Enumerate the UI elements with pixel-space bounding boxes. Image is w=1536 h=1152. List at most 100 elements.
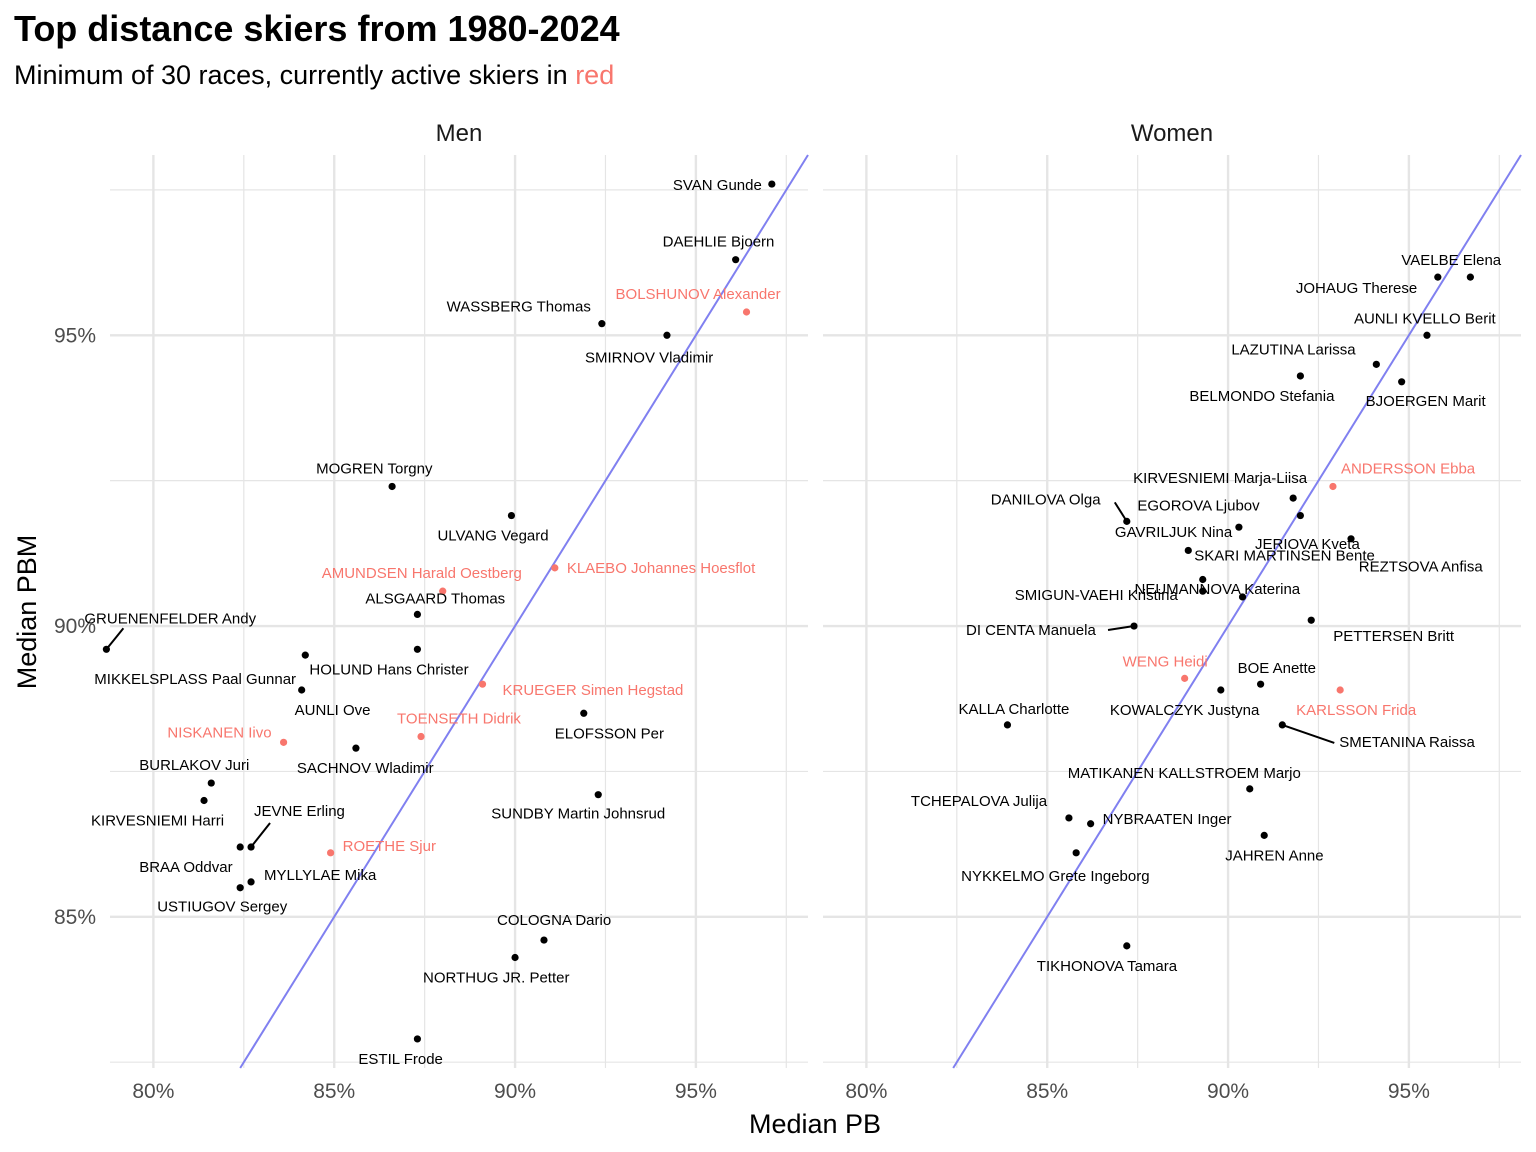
men-x-tick-label: 80% bbox=[132, 1080, 174, 1103]
label-jevne-erling: JEVNE Erling bbox=[254, 803, 345, 820]
point-vaelbe-elena bbox=[1466, 273, 1474, 281]
point-burlakov-juri bbox=[207, 779, 215, 787]
point-egorova-ljubov bbox=[1296, 511, 1304, 520]
label-toenseth-didrik: TOENSETH Didrik bbox=[397, 711, 521, 728]
y-axis-title: Median PBM bbox=[12, 535, 42, 690]
label-amundsen-harald-oestberg: AMUNDSEN Harald Oestberg bbox=[322, 565, 522, 582]
label-egorova-ljubov: EGOROVA Ljubov bbox=[1137, 498, 1260, 515]
women-x-tick-label: 90% bbox=[1207, 1080, 1249, 1103]
leader-line-smetanina-raissa bbox=[1281, 723, 1335, 744]
point-kowalczyk-justyna bbox=[1217, 686, 1225, 694]
women-x-tick-label: 95% bbox=[1388, 1080, 1430, 1103]
point-alsgaard-thomas bbox=[413, 610, 422, 619]
label-braa-oddvar: BRAA Oddvar bbox=[139, 859, 232, 876]
point-kirvesniemi-harri bbox=[200, 796, 208, 805]
leader-line-di-centa-manuela bbox=[1107, 625, 1135, 632]
label-lazutina-larissa: LAZUTINA Larissa bbox=[1231, 341, 1356, 358]
point-svan-gunde bbox=[768, 180, 776, 188]
label-sachnov-wladimir: SACHNOV Wladimir bbox=[297, 760, 434, 777]
label-karlsson-frida: KARLSSON Frida bbox=[1296, 702, 1417, 719]
point-gavriljuk-nina bbox=[1235, 523, 1243, 531]
leader-line-gruenenfelder-andy bbox=[105, 627, 125, 650]
point-bjoergen-marit bbox=[1398, 378, 1406, 386]
label-kalla-charlotte: KALLA Charlotte bbox=[958, 701, 1069, 718]
label-niskanen-iivo: NISKANEN Iivo bbox=[167, 724, 271, 741]
label-weng-heidi: WENG Heidi bbox=[1123, 653, 1208, 670]
point-nykkelmo-grete-ingeborg bbox=[1072, 849, 1080, 857]
label-sundby-martin-johnsrud: SUNDBY Martin Johnsrud bbox=[491, 806, 665, 823]
women-x-tick-label: 80% bbox=[845, 1080, 887, 1103]
label-jeriova-kveta: JERIOVA Kveta bbox=[1255, 536, 1360, 553]
point-smirnov-vladimir bbox=[663, 331, 671, 339]
label-burlakov-juri: BURLAKOV Juri bbox=[139, 757, 249, 774]
women-reference-line bbox=[952, 154, 1522, 1069]
point-smigun-vaehi-kristina bbox=[1199, 587, 1207, 595]
label-tikhonova-tamara: TIKHONOVA Tamara bbox=[1037, 958, 1178, 975]
label-vaelbe-elena: VAELBE Elena bbox=[1401, 252, 1501, 269]
point-reztsova-anfisa bbox=[1199, 575, 1207, 584]
point-matikanen-kallstroem-marjo bbox=[1246, 785, 1254, 793]
point-karlsson-frida bbox=[1336, 686, 1344, 694]
point-nybraaten-inger bbox=[1087, 820, 1095, 828]
point-andersson-ebba bbox=[1329, 482, 1337, 491]
point-myllylae-mika bbox=[247, 878, 255, 886]
x-axis-title: Median PB bbox=[749, 1109, 881, 1139]
leader-line-danilova-olga bbox=[1113, 501, 1128, 522]
label-pettersen-britt: PETTERSEN Britt bbox=[1333, 628, 1455, 645]
subtitle-accent-word: red bbox=[575, 60, 615, 90]
point-wassberg-thomas bbox=[598, 320, 606, 328]
y-tick-label: 90% bbox=[54, 615, 96, 638]
label-bjoergen-marit: BJOERGEN Marit bbox=[1366, 393, 1487, 410]
label-mogren-torgny: MOGREN Torgny bbox=[316, 460, 433, 477]
label-krueger-simen-hegstad: KRUEGER Simen Hegstad bbox=[503, 682, 684, 699]
label-smirnov-vladimir: SMIRNOV Vladimir bbox=[585, 349, 713, 366]
label-klaebo-johannes-hoesflot: KLAEBO Johannes Hoesflot bbox=[567, 560, 756, 577]
label-danilova-olga: DANILOVA Olga bbox=[991, 491, 1101, 508]
point-krueger-simen-hegstad bbox=[478, 680, 487, 688]
point-aunli-kvello-berit bbox=[1423, 331, 1431, 339]
label-aunli-kvello-berit: AUNLI KVELLO Berit bbox=[1354, 310, 1497, 327]
label-kirvesniemi-marja-liisa: KIRVESNIEMI Marja-Liisa bbox=[1133, 470, 1308, 487]
label-smigun-vaehi-kristina: SMIGUN-VAEHI Kristina bbox=[1015, 587, 1179, 604]
label-jahren-anne: JAHREN Anne bbox=[1225, 847, 1323, 864]
label-andersson-ebba: ANDERSSON Ebba bbox=[1341, 460, 1476, 477]
label-roethe-sjur: ROETHE Sjur bbox=[343, 838, 436, 855]
point-toenseth-didrik bbox=[417, 732, 425, 741]
point-holund-hans-christer bbox=[413, 645, 422, 653]
chart-subtitle: Minimum of 30 races, currently active sk… bbox=[14, 60, 614, 91]
point-sachnov-wladimir bbox=[352, 744, 360, 752]
point-lazutina-larissa bbox=[1372, 360, 1380, 368]
panel-title-women: Women bbox=[1131, 120, 1213, 147]
label-svan-gunde: SVAN Gunde bbox=[673, 177, 762, 194]
point-mikkelsplass-paal-gunnar bbox=[301, 651, 309, 659]
point-ustiugov-sergey bbox=[236, 884, 244, 892]
point-elofsson-per bbox=[580, 709, 588, 717]
subtitle-text: Minimum of 30 races, currently active sk… bbox=[14, 60, 576, 90]
point-roethe-sjur bbox=[327, 849, 335, 857]
label-gruenenfelder-andy: GRUENENFELDER Andy bbox=[84, 610, 256, 627]
point-neumannova-katerina bbox=[1238, 593, 1247, 601]
label-aunli-ove: AUNLI Ove bbox=[295, 702, 371, 719]
point-johaug-therese bbox=[1434, 273, 1442, 281]
y-tick-label: 85% bbox=[54, 906, 96, 929]
label-neumannova-katerina: NEUMANNOVA Katerina bbox=[1135, 581, 1301, 598]
label-holund-hans-christer: HOLUND Hans Christer bbox=[309, 661, 468, 678]
label-nybraaten-inger: NYBRAATEN Inger bbox=[1103, 811, 1232, 828]
point-klaebo-johannes-hoesflot bbox=[551, 564, 559, 572]
point-kalla-charlotte bbox=[1003, 721, 1012, 729]
label-wassberg-thomas: WASSBERG Thomas bbox=[447, 299, 591, 316]
point-niskanen-iivo bbox=[279, 738, 288, 746]
men-x-tick-label: 90% bbox=[494, 1080, 536, 1103]
label-nykkelmo-grete-ingeborg: NYKKELMO Grete Ingeborg bbox=[961, 868, 1149, 885]
point-cologna-dario bbox=[540, 936, 548, 944]
point-kirvesniemi-marja-liisa bbox=[1289, 494, 1297, 502]
label-gavriljuk-nina: GAVRILJUK Nina bbox=[1115, 524, 1233, 541]
label-myllylae-mika: MYLLYLAE Mika bbox=[264, 867, 377, 884]
point-boe-anette bbox=[1257, 680, 1265, 688]
point-ulvang-vegard bbox=[507, 511, 516, 520]
label-matikanen-kallstroem-marjo: MATIKANEN KALLSTROEM Marjo bbox=[1068, 765, 1301, 782]
point-sundby-martin-johnsrud bbox=[594, 791, 602, 799]
point-jeriova-kveta bbox=[1347, 535, 1355, 543]
label-cologna-dario: COLOGNA Dario bbox=[497, 912, 611, 929]
